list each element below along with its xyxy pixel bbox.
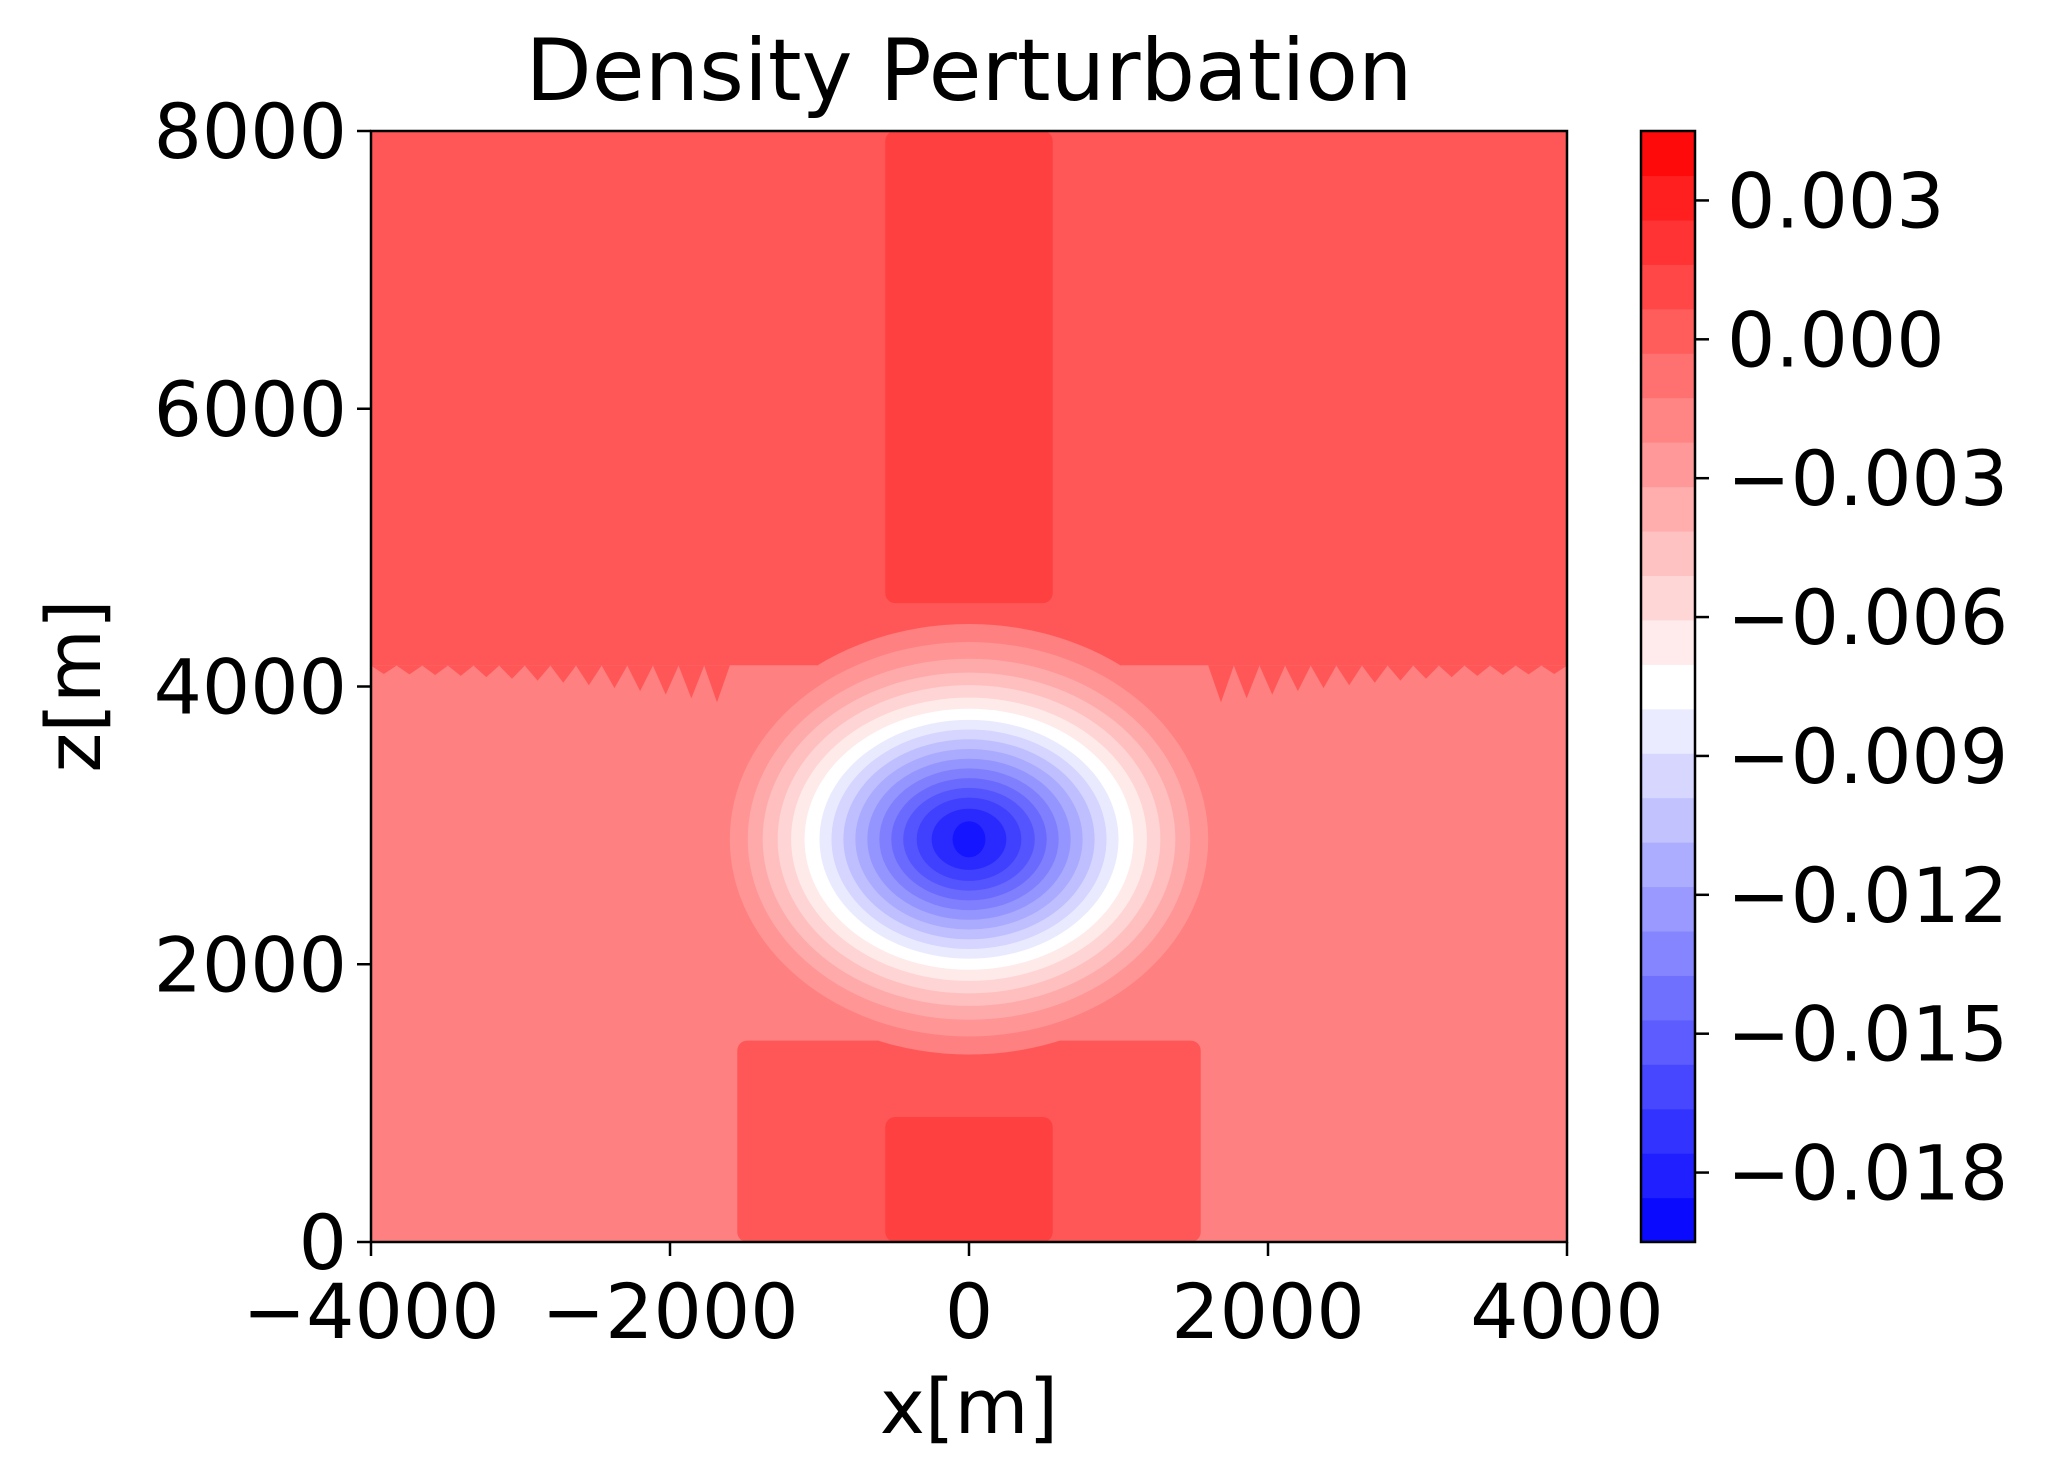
colorbar-band: [1641, 530, 1695, 576]
colorbar-band: [1641, 1197, 1695, 1243]
colorbar-band: [1641, 308, 1695, 354]
colorbar-band: [1641, 131, 1695, 177]
y-tick-label: 8000: [154, 87, 347, 176]
colorbar-frame: [1639, 129, 1697, 1244]
colorbar-band: [1641, 442, 1695, 488]
colorbar-band: [1641, 664, 1695, 710]
colorbar-band: [1641, 1153, 1695, 1199]
chart-title: Density Perturbation: [526, 21, 1413, 121]
colorbar-tick-label: −0.003: [1727, 434, 2008, 523]
colorbar-band: [1641, 1064, 1695, 1110]
x-axis-label: x[m]: [880, 1362, 1058, 1451]
colorbar-band: [1641, 486, 1695, 532]
y-tick-label: 6000: [154, 365, 347, 454]
contour-region-lower-center-column: [885, 1117, 1053, 1242]
interface-ripple-band: [371, 665, 730, 703]
x-axis: −4000 −2000 0 2000 4000: [242, 1242, 1664, 1356]
colorbar-band: [1641, 1108, 1695, 1154]
colorbar-band: [1641, 708, 1695, 754]
x-tick-label: −4000: [242, 1267, 499, 1356]
interface-ripple-band: [1208, 665, 1567, 703]
colorbar-band: [1641, 797, 1695, 843]
colorbar-tick-label: −0.015: [1727, 990, 2008, 1079]
colorbar-band: [1641, 975, 1695, 1021]
colorbar-tick-label: 0.000: [1727, 295, 1945, 384]
thermal-bubble: [711, 624, 1227, 1055]
x-tick-label: 0: [945, 1267, 993, 1356]
y-axis: 0 2000 4000 6000 8000: [154, 87, 371, 1287]
colorbar-band: [1641, 619, 1695, 665]
colorbar-band: [1641, 353, 1695, 399]
y-axis-label: z[m]: [29, 599, 118, 772]
x-tick-label: 4000: [1470, 1267, 1663, 1356]
colorbar-band: [1641, 219, 1695, 265]
contour-ring: [952, 821, 986, 858]
colorbar-band: [1641, 1019, 1695, 1065]
colorbar-tick-label: −0.006: [1727, 573, 2008, 662]
colorbar-band: [1641, 930, 1695, 976]
colorbar-tick-label: −0.018: [1727, 1129, 2008, 1218]
plot-area: [371, 131, 1567, 1242]
x-tick-label: 2000: [1171, 1267, 1364, 1356]
y-tick-label: 2000: [154, 920, 347, 1009]
colorbar-band: [1641, 753, 1695, 799]
colorbar-band: [1641, 575, 1695, 621]
colorbar-band: [1641, 264, 1695, 310]
y-tick-label: 4000: [154, 643, 347, 732]
colorbar-band: [1641, 842, 1695, 888]
y-tick-label: 0: [299, 1198, 347, 1287]
colorbar-band: [1641, 886, 1695, 932]
colorbar-tick-label: −0.009: [1727, 712, 2008, 801]
x-tick-label: −2000: [541, 1267, 798, 1356]
contour-region-upper-center-column: [885, 131, 1053, 604]
colorbar-tick-label: 0.003: [1727, 156, 1945, 245]
colorbar-tick-label: −0.012: [1727, 851, 2008, 940]
interface-ripples: [371, 665, 1567, 703]
colorbar-band: [1641, 175, 1695, 221]
colorbar: 0.003 0.000 −0.003 −0.006 −0.009 −0.012 −0.015…: [1639, 129, 2008, 1244]
colorbar-band: [1641, 397, 1695, 443]
